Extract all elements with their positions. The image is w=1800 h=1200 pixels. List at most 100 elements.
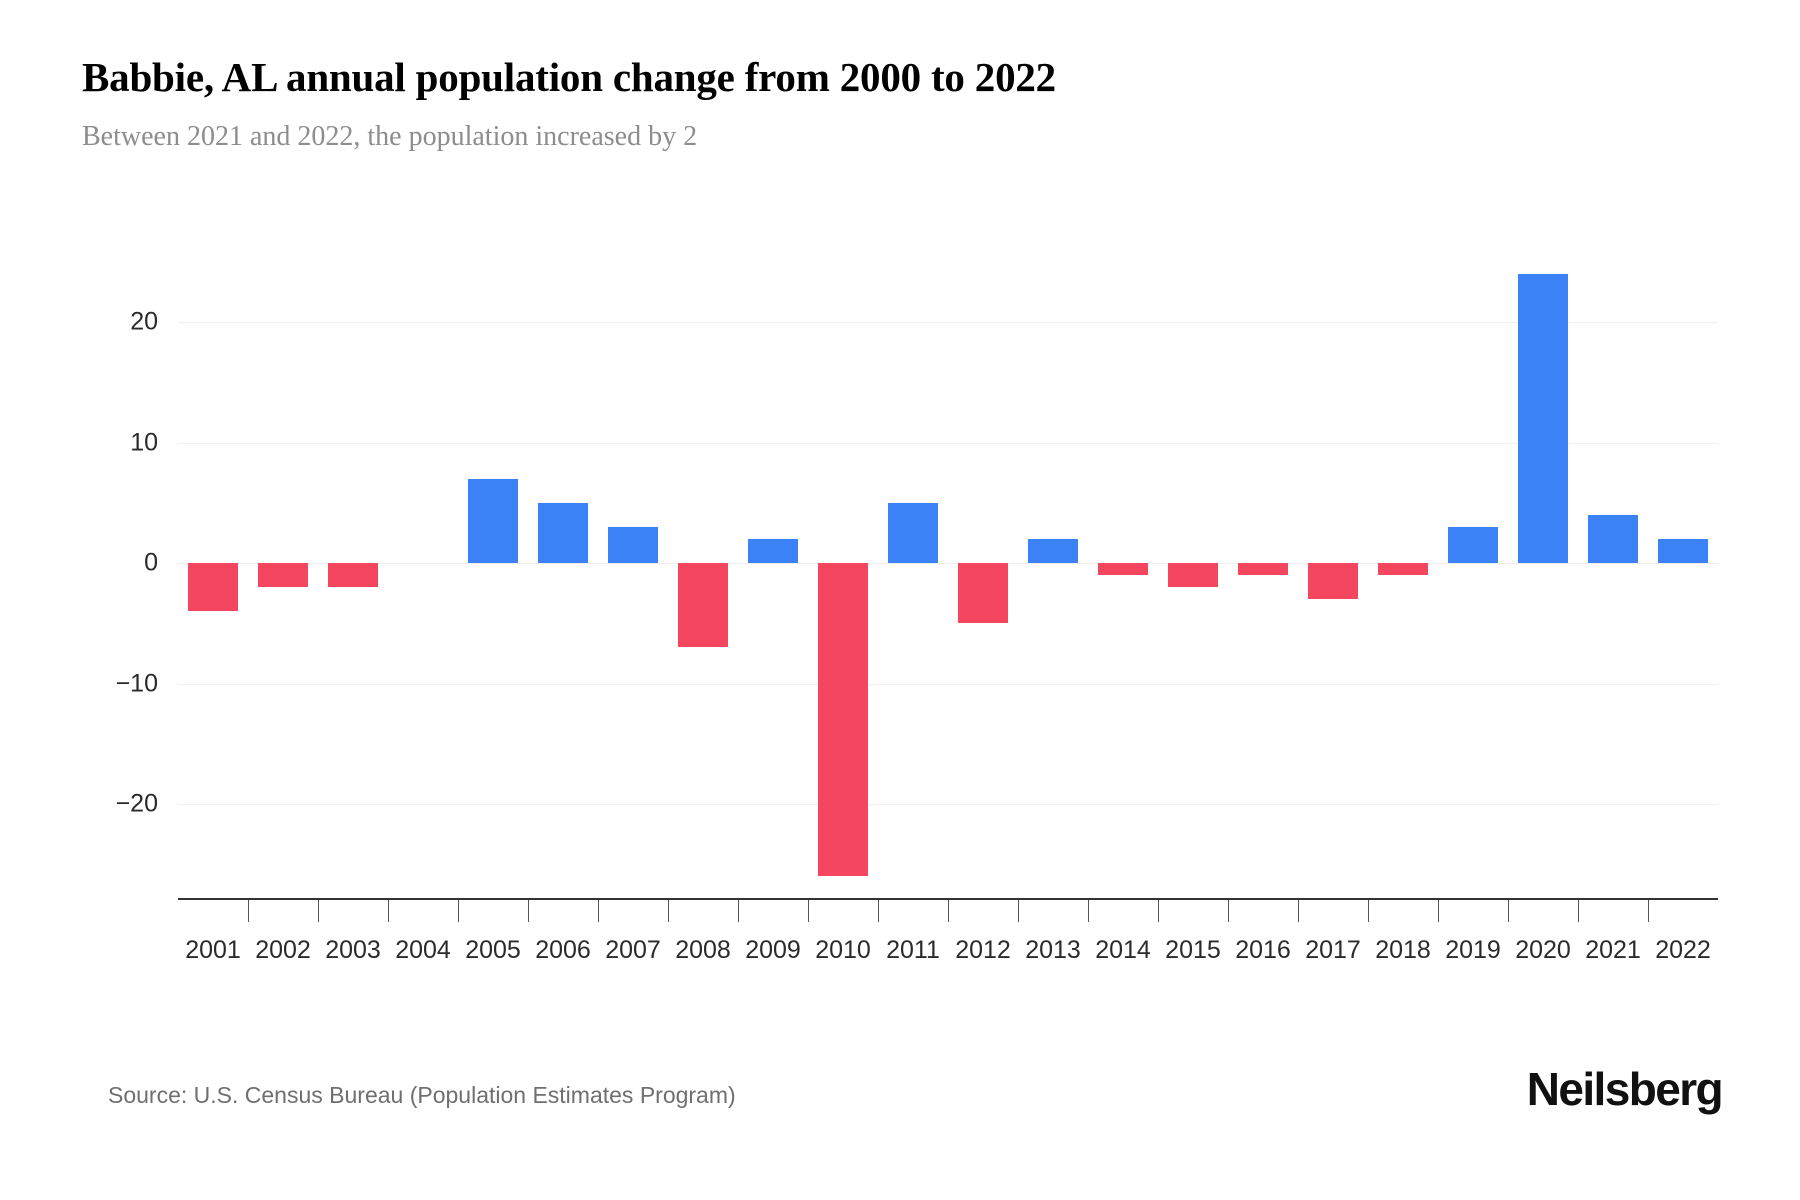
- x-axis-tick: [1578, 900, 1579, 922]
- x-axis-tick: [318, 900, 319, 922]
- chart-subtitle: Between 2021 and 2022, the population in…: [82, 121, 698, 152]
- bar-slot: [1508, 232, 1578, 898]
- bar-2008[interactable]: [677, 563, 729, 648]
- bar-slot: [1648, 232, 1718, 898]
- bar-2014[interactable]: [1097, 563, 1149, 576]
- x-axis-tick: [1648, 900, 1649, 922]
- bar-2002[interactable]: [257, 563, 309, 588]
- bar-slot: [1298, 232, 1368, 898]
- x-axis-tick: [668, 900, 669, 922]
- x-axis-labels: 2001 2002 2003 2004 2005 2006 2007 2008 2009 2010…: [178, 936, 1718, 976]
- x-axis-ticks: [178, 900, 1718, 922]
- x-axis-label-2020: 2020: [1515, 936, 1571, 964]
- x-axis-label-2006: 2006: [535, 936, 591, 964]
- x-axis-label-2001: 2001: [185, 936, 241, 964]
- x-axis-tick: [1228, 900, 1229, 922]
- bar-2001[interactable]: [187, 563, 239, 612]
- x-axis-label-2017: 2017: [1305, 936, 1361, 964]
- x-axis-tick: [738, 900, 739, 922]
- bar-slot: [248, 232, 318, 898]
- bar-2018[interactable]: [1377, 563, 1429, 576]
- bar-2019[interactable]: [1447, 527, 1499, 564]
- x-axis-label-2013: 2013: [1025, 936, 1081, 964]
- gridline--20: [178, 804, 1718, 806]
- bar-2020[interactable]: [1517, 274, 1569, 564]
- bar-2017[interactable]: [1307, 563, 1359, 600]
- x-axis-tick: [1158, 900, 1159, 922]
- bar-slot: [808, 232, 878, 898]
- y-axis-tick-label: 20: [130, 307, 158, 336]
- x-axis-label-2016: 2016: [1235, 936, 1291, 964]
- bar-slot: [738, 232, 808, 898]
- x-axis-tick: [458, 900, 459, 922]
- x-axis-label-2003: 2003: [325, 936, 381, 964]
- y-axis-tick-label: −20: [115, 789, 158, 818]
- x-axis-label-2007: 2007: [605, 936, 661, 964]
- x-axis-label-2008: 2008: [675, 936, 731, 964]
- page-title: Babbie, AL annual population change from…: [82, 54, 1056, 100]
- bar-slot: [1368, 232, 1438, 898]
- bar-2005[interactable]: [467, 478, 519, 564]
- y-axis-tick-label: −10: [115, 669, 158, 698]
- x-axis-tick: [1088, 900, 1089, 922]
- bar-slot: [948, 232, 1018, 898]
- x-axis-tick: [878, 900, 879, 922]
- bar-2012[interactable]: [957, 563, 1009, 624]
- bars-group: [178, 232, 1718, 898]
- bar-slot: [318, 232, 388, 898]
- x-axis-label-2022: 2022: [1655, 936, 1711, 964]
- bar-slot: [1578, 232, 1648, 898]
- gridline-20: [178, 322, 1718, 324]
- x-axis-tick: [598, 900, 599, 922]
- bar-slot: [878, 232, 948, 898]
- x-axis-tick: [1018, 900, 1019, 922]
- bar-slot: [1438, 232, 1508, 898]
- x-axis-label-2012: 2012: [955, 936, 1011, 964]
- x-axis-tick: [528, 900, 529, 922]
- bar-slot: [598, 232, 668, 898]
- bar-slot: [1088, 232, 1158, 898]
- x-axis-tick: [1298, 900, 1299, 922]
- bar-slot: [1018, 232, 1088, 898]
- bar-slot: [458, 232, 528, 898]
- x-axis-label-2010: 2010: [815, 936, 871, 964]
- bar-2009[interactable]: [747, 539, 799, 564]
- x-axis-label-2015: 2015: [1165, 936, 1221, 964]
- bar-2003[interactable]: [327, 563, 379, 588]
- x-axis-label-2005: 2005: [465, 936, 521, 964]
- x-axis-tick: [1508, 900, 1509, 922]
- bar-2007[interactable]: [607, 527, 659, 564]
- x-axis-line: [178, 898, 1718, 900]
- gridline--10: [178, 683, 1718, 685]
- x-axis-label-2014: 2014: [1095, 936, 1151, 964]
- bar-slot: [388, 232, 458, 898]
- bar-2010[interactable]: [817, 563, 869, 877]
- x-axis-tick: [388, 900, 389, 922]
- bar-2013[interactable]: [1027, 539, 1079, 564]
- x-axis-label-2021: 2021: [1585, 936, 1641, 964]
- bar-slot: [1158, 232, 1228, 898]
- x-axis-label-2004: 2004: [395, 936, 451, 964]
- x-axis-tick: [1438, 900, 1439, 922]
- gridline-10: [178, 442, 1718, 444]
- x-axis-label-2019: 2019: [1445, 936, 1501, 964]
- y-axis-tick-label: 0: [144, 548, 158, 577]
- chart-plot-area: 20 10 0 −10 −20: [116, 232, 1718, 898]
- x-axis-tick: [1368, 900, 1369, 922]
- x-axis-label-2009: 2009: [745, 936, 801, 964]
- brand-logo: Neilsberg: [1526, 1063, 1724, 1115]
- bar-2016[interactable]: [1237, 563, 1289, 576]
- bar-2011[interactable]: [887, 502, 939, 564]
- x-axis-label-2011: 2011: [886, 936, 940, 964]
- bar-2015[interactable]: [1167, 563, 1219, 588]
- bar-2022[interactable]: [1657, 539, 1709, 564]
- bar-2006[interactable]: [537, 502, 589, 564]
- bar-slot: [1228, 232, 1298, 898]
- bar-slot: [528, 232, 598, 898]
- y-axis-tick-label: 10: [130, 428, 158, 457]
- bar-2021[interactable]: [1587, 515, 1639, 564]
- gridline-0: [178, 563, 1718, 565]
- bar-slot: [178, 232, 248, 898]
- x-axis-label-2018: 2018: [1375, 936, 1431, 964]
- chart-header: Babbie, AL annual population change from…: [82, 52, 1722, 156]
